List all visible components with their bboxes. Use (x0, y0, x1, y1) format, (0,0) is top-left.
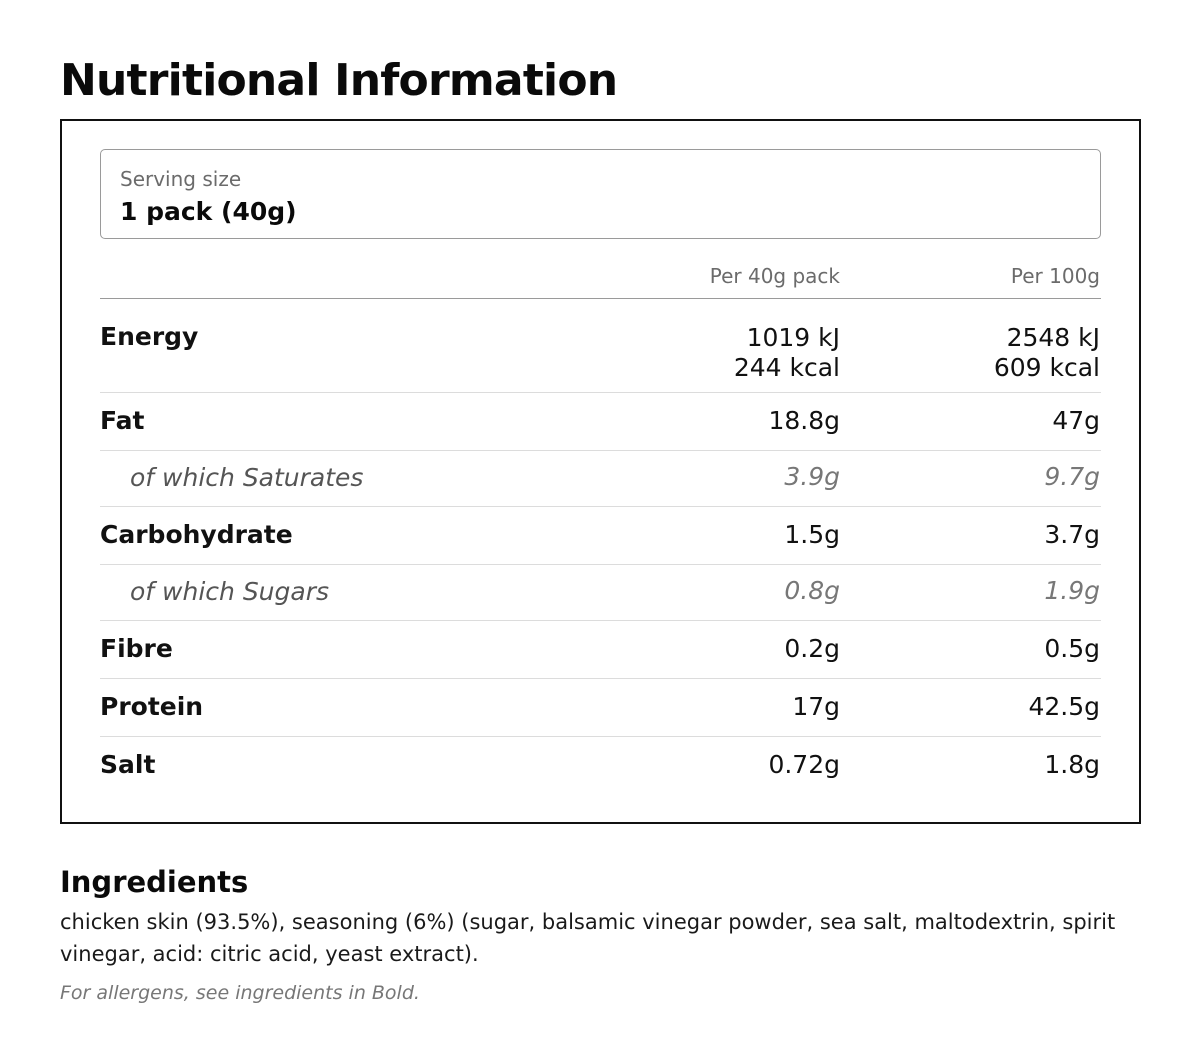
salt-per-100g: 1.8g (1044, 750, 1100, 779)
protein-per-pack: 17g (792, 692, 840, 721)
fibre-per-pack: 0.2g (784, 634, 840, 663)
column-header-per-pack: Per 40g pack (709, 264, 840, 288)
sugars-per-pack: 0.8g (784, 576, 840, 605)
table-header: Per 40g pack Per 100g (100, 257, 1101, 299)
saturates-per-pack: 3.9g (784, 462, 840, 491)
carbohydrate-label: Carbohydrate (100, 520, 293, 549)
protein-per-100g: 42.5g (1028, 692, 1100, 721)
nutrition-table: Per 40g pack Per 100g Energy 1019 kJ 244… (100, 257, 1101, 794)
saturates-per-100g: 9.7g (1044, 462, 1100, 491)
ingredients-section: Ingredients chicken skin (93.5%), season… (60, 862, 1141, 1006)
ingredients-title: Ingredients (60, 865, 249, 899)
table-row-saturates: of which Saturates 3.9g 9.7g (100, 451, 1101, 507)
energy-per-pack: 1019 kJ 244 kcal (734, 323, 840, 383)
column-header-per-100g: Per 100g (1010, 264, 1100, 288)
carbohydrate-per-pack: 1.5g (784, 520, 840, 549)
serving-size-value: 1 pack (40g) (120, 197, 297, 226)
serving-size-label: Serving size (120, 167, 242, 191)
table-row-fat: Fat 18.8g 47g (100, 393, 1101, 451)
energy-per-100g-kcal: 609 kcal (993, 353, 1100, 382)
fibre-label: Fibre (100, 634, 173, 663)
protein-label: Protein (100, 692, 204, 721)
fibre-per-100g: 0.5g (1044, 634, 1100, 663)
salt-per-pack: 0.72g (768, 750, 840, 779)
sugars-per-100g: 1.9g (1044, 576, 1100, 605)
nutrition-panel: Serving size 1 pack (40g) Per 40g pack P… (60, 119, 1141, 824)
fat-label: Fat (100, 406, 145, 435)
allergen-note: For allergens, see ingredients in Bold. (60, 982, 420, 1004)
fat-per-pack: 18.8g (768, 406, 840, 435)
table-row-salt: Salt 0.72g 1.8g (100, 737, 1101, 794)
energy-per-100g-kj: 2548 kJ (1006, 323, 1100, 352)
table-row-energy: Energy 1019 kJ 244 kcal 2548 kJ 609 kcal (100, 299, 1101, 393)
table-row-sugars: of which Sugars 0.8g 1.9g (100, 565, 1101, 621)
energy-per-pack-kj: 1019 kJ (746, 323, 840, 352)
table-row-carbohydrate: Carbohydrate 1.5g 3.7g (100, 507, 1101, 565)
table-row-protein: Protein 17g 42.5g (100, 679, 1101, 737)
ingredients-text: chicken skin (93.5%), seasoning (6%) (su… (60, 910, 1116, 966)
page-title: Nutritional Information (60, 55, 618, 106)
fat-per-100g: 47g (1052, 406, 1100, 435)
saturates-label: of which Saturates (130, 463, 364, 492)
sugars-label: of which Sugars (130, 577, 330, 606)
energy-per-pack-kcal: 244 kcal (733, 353, 840, 382)
salt-label: Salt (100, 750, 156, 779)
carbohydrate-per-100g: 3.7g (1044, 520, 1100, 549)
energy-label: Energy (100, 322, 199, 351)
serving-size-box: Serving size 1 pack (40g) (100, 149, 1101, 239)
table-row-fibre: Fibre 0.2g 0.5g (100, 621, 1101, 679)
energy-per-100g: 2548 kJ 609 kcal (994, 323, 1100, 383)
